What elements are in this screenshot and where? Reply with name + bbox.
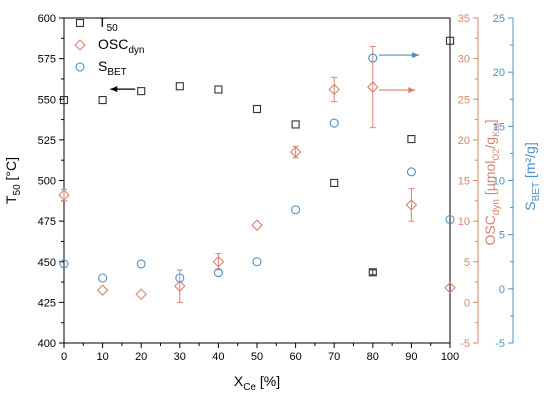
left-tick-label: 550	[38, 94, 56, 106]
right1-tick-label: 30	[458, 54, 470, 66]
right2-tick-label: 15	[493, 121, 505, 133]
data-point-sbet	[329, 118, 339, 128]
right1-tick-label: -5	[460, 338, 470, 350]
data-point-oscdyn	[289, 146, 302, 158]
x-tick-label: 50	[251, 351, 263, 363]
left-tick-label: 400	[38, 338, 56, 350]
data-point-sbet	[213, 268, 223, 278]
right1-tick-label: 5	[464, 257, 470, 269]
x-tick-label: 0	[61, 351, 67, 363]
data-point-t50	[175, 82, 184, 91]
data-point-oscdyn	[328, 83, 340, 96]
data-point-oscdyn	[174, 280, 186, 292]
right1-tick-label: 35	[458, 13, 470, 25]
data-point-oscdyn	[135, 288, 147, 301]
annotations	[110, 52, 420, 94]
arrow-head	[110, 86, 118, 93]
x-tick-label: 40	[212, 351, 224, 363]
annotation-arrow-t50	[110, 86, 136, 93]
legend-marker	[75, 62, 85, 72]
data-point-t50	[291, 120, 300, 129]
data-point-t50	[137, 87, 146, 96]
data-point-oscdyn	[444, 281, 456, 294]
left-tick-label: 600	[38, 13, 56, 25]
annotation-arrow-sbet	[378, 52, 420, 59]
x-tick-label: 80	[367, 351, 379, 363]
data-point-t50	[407, 135, 416, 144]
left-tick-label: 450	[38, 257, 56, 269]
right1-tick-label: 20	[458, 135, 470, 147]
legend-label: SBET	[98, 58, 127, 78]
x-axis-title: XCe [%]	[234, 373, 280, 393]
data-point-t50	[368, 268, 377, 277]
data-point-t50	[252, 104, 262, 114]
x-tick-label: 20	[135, 351, 147, 363]
right1-tick-label: 15	[458, 176, 470, 188]
data-point-sbet	[59, 259, 69, 269]
x-tick-label: 10	[96, 351, 108, 363]
data-point-sbet	[368, 53, 378, 63]
right2-tick-label: 25	[493, 13, 505, 25]
data-point-sbet	[291, 205, 301, 215]
x-tick-label: 90	[405, 351, 417, 363]
legend-label: OSCdyn	[98, 36, 144, 56]
right2-tick-label: 0	[499, 284, 505, 296]
left-tick-label: 500	[38, 176, 56, 188]
data-point-t50	[330, 178, 339, 187]
left-tick-label: 525	[38, 135, 56, 147]
right2-tick-label: -5	[495, 338, 505, 350]
x-tick-label: 60	[289, 351, 301, 363]
right1-tick-label: 10	[458, 216, 470, 228]
series-oscdyn	[58, 45, 456, 303]
marks-layer	[58, 36, 456, 303]
legend-marker	[74, 39, 86, 51]
data-point-sbet	[445, 214, 455, 225]
data-point-oscdyn	[367, 81, 379, 93]
data-point-sbet	[98, 273, 108, 283]
arrow-head	[412, 52, 420, 59]
data-point-t50	[445, 36, 455, 45]
left-tick-label: 475	[38, 216, 56, 228]
data-point-sbet	[406, 167, 416, 177]
left-tick-label: 425	[38, 297, 56, 309]
right2-axis-title: SBET [m²/g]	[522, 142, 542, 210]
data-point-oscdyn	[251, 219, 263, 231]
data-point-oscdyn	[96, 284, 109, 296]
series-t50	[59, 36, 455, 277]
annotation-arrow-osc	[378, 87, 416, 94]
right1-tick-label: 25	[458, 94, 470, 106]
right2-tick-label: 20	[493, 67, 505, 79]
x-tick-label: 30	[174, 351, 186, 363]
data-point-oscdyn	[212, 255, 225, 268]
data-point-t50	[59, 96, 69, 105]
arrow-head	[408, 87, 416, 94]
legend-marker	[75, 18, 85, 28]
right2-tick-label: 5	[499, 230, 505, 242]
right2-tick-label: 10	[493, 176, 505, 188]
x-tick-label: 70	[328, 351, 340, 363]
data-point-sbet	[136, 259, 146, 269]
left-axis-title: T50 [°C]	[3, 157, 23, 204]
data-point-sbet	[175, 273, 185, 283]
data-point-oscdyn	[58, 189, 70, 201]
right1-tick-label: 0	[464, 297, 470, 309]
data-point-t50	[214, 85, 223, 94]
series-sbet	[59, 53, 455, 283]
data-point-t50	[98, 96, 107, 105]
legend-label: T50	[98, 14, 118, 34]
left-tick-label: 575	[38, 54, 56, 66]
right1-axis-title: OSCdyn [μmolO2/gKat]	[482, 120, 502, 246]
x-tick-label: 100	[441, 351, 459, 363]
data-point-oscdyn	[405, 199, 418, 211]
data-point-sbet	[252, 257, 262, 267]
